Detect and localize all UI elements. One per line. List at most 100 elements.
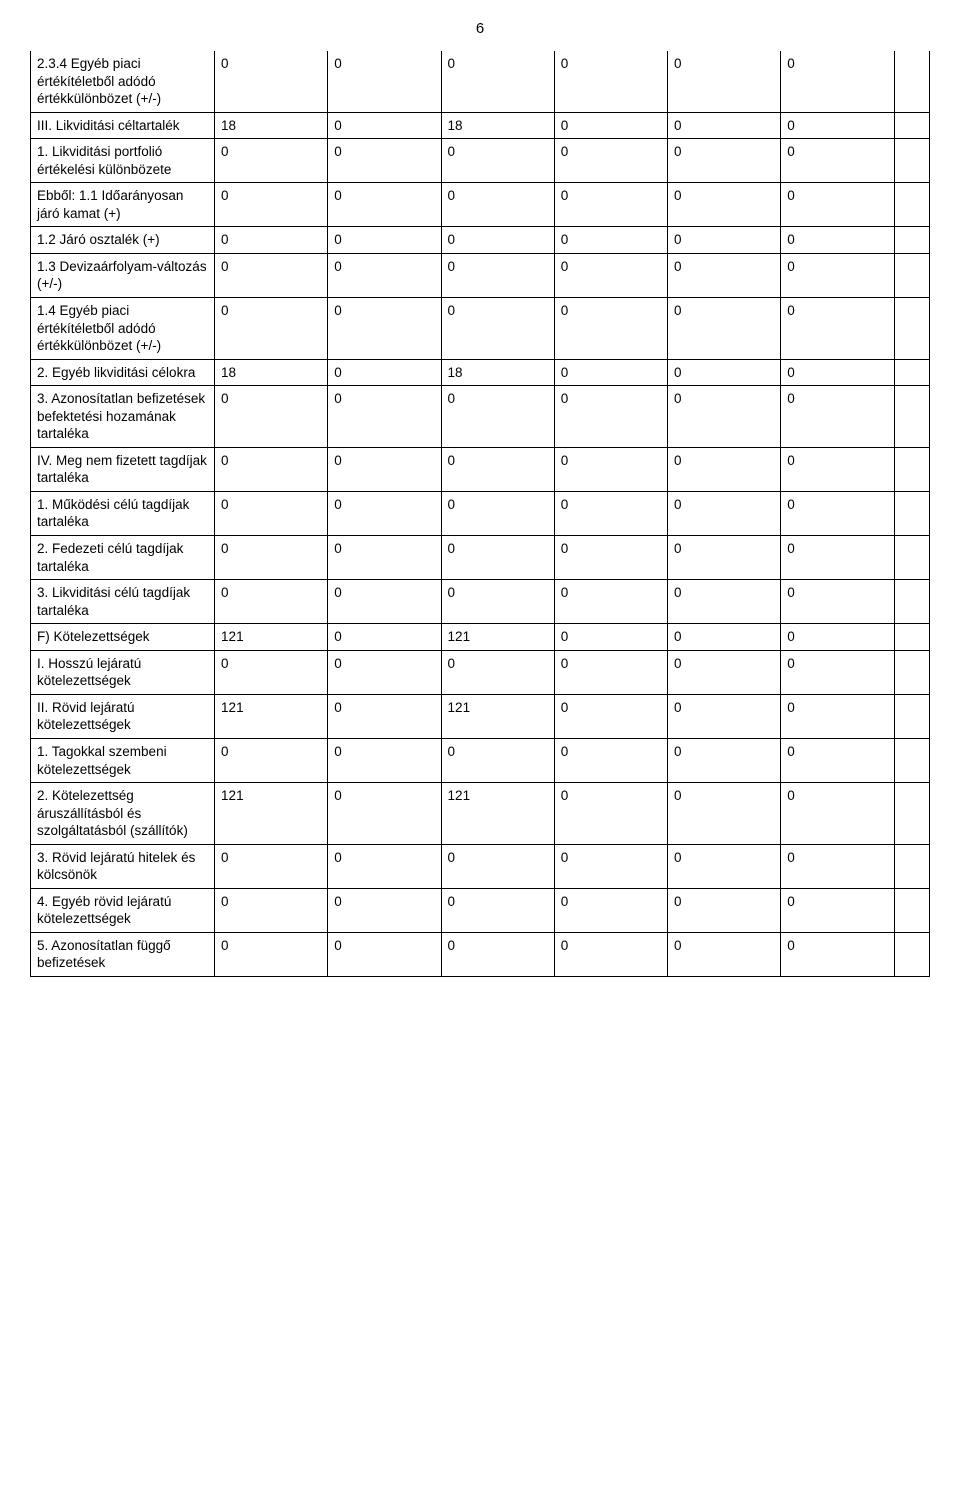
cell-value: 0 [215,888,328,932]
cell-value: 0 [554,783,667,845]
cell-value: 0 [554,359,667,386]
cell-empty [894,359,929,386]
cell-value: 0 [668,359,781,386]
cell-empty [894,183,929,227]
cell-empty [894,386,929,448]
cell-value: 0 [668,932,781,976]
cell-value: 0 [554,694,667,738]
cell-value: 0 [781,650,894,694]
table-row: 1. Tagokkal szembeni kötelezettségek0000… [31,738,930,782]
cell-empty [894,694,929,738]
cell-value: 0 [328,227,441,254]
cell-empty [894,491,929,535]
cell-empty [894,844,929,888]
cell-value: 0 [668,386,781,448]
cell-value: 0 [781,112,894,139]
table-row: 2. Egyéb likviditási célokra18018000 [31,359,930,386]
cell-value: 0 [215,139,328,183]
cell-value: 0 [215,51,328,112]
cell-value: 0 [215,650,328,694]
cell-value: 0 [328,139,441,183]
cell-value: 0 [668,738,781,782]
cell-value: 0 [215,227,328,254]
cell-value: 0 [781,580,894,624]
cell-value: 0 [668,844,781,888]
table-row: IV. Meg nem fizetett tagdíjak tartaléka0… [31,447,930,491]
row-label: III. Likviditási céltartalék [31,112,215,139]
cell-value: 0 [668,112,781,139]
cell-value: 0 [668,491,781,535]
cell-value: 0 [441,888,554,932]
cell-value: 0 [328,844,441,888]
cell-value: 121 [215,624,328,651]
cell-value: 0 [215,253,328,297]
cell-value: 0 [215,447,328,491]
row-label: 3. Azonosítatlan befizetések befektetési… [31,386,215,448]
row-label: 2. Fedezeti célú tagdíjak tartaléka [31,536,215,580]
table-row: I. Hosszú lejáratú kötelezettségek000000 [31,650,930,694]
table-row: 3. Likviditási célú tagdíjak tartaléka 0 0… [31,580,930,624]
cell-value: 0 [781,447,894,491]
cell-value: 0 [215,536,328,580]
cell-value: 0 [441,51,554,112]
table-row: 1. Likviditási portfolió értékelési külö… [31,139,930,183]
cell-value: 0 [441,227,554,254]
cell-value: 0 [554,51,667,112]
row-label: 1.2 Járó osztalék (+) [31,227,215,254]
row-label: 2. Egyéb likviditási célokra [31,359,215,386]
cell-value: 0 [781,253,894,297]
cell-value: 18 [215,359,328,386]
table-row: 2. Fedezeti célú tagdíjak tartaléka00000… [31,536,930,580]
cell-value: 0 [781,386,894,448]
row-label: 2. Kötelezettség áruszállításból és szol… [31,783,215,845]
row-label: 3. Likviditási célú tagdíjak tartaléka [31,580,215,624]
cell-empty [894,888,929,932]
cell-value: 0 [554,386,667,448]
cell-value: 0 [668,447,781,491]
table-row: 4. Egyéb rövid lejáratú kötelezettségek0… [31,888,930,932]
row-label: F) Kötelezettségek [31,624,215,651]
cell-empty [894,227,929,254]
table-row: 1.2 Járó osztalék (+)000000 [31,227,930,254]
cell-value: 0 [781,536,894,580]
cell-value: 0 [328,359,441,386]
cell-value: 0 [781,932,894,976]
cell-empty [894,139,929,183]
cell-value: 0 [441,580,554,624]
cell-value: 0 [668,183,781,227]
row-label: 2.3.4 Egyéb piaci értékítéletből adódó é… [31,51,215,112]
table-row: 1.3 Devizaárfolyam-változás (+/-)000000 [31,253,930,297]
cell-value: 0 [554,738,667,782]
cell-empty [894,447,929,491]
cell-empty [894,253,929,297]
cell-value: 0 [441,536,554,580]
table-row: 1.4 Egyéb piaci értékítéletből adódó ért… [31,298,930,360]
cell-value: 0 [215,386,328,448]
cell-value: 0 [781,491,894,535]
cell-empty [894,112,929,139]
cell-value: 0 [554,253,667,297]
table-row: III. Likviditási céltartalék18018000 [31,112,930,139]
table-row: Ebből: 1.1 Időarányosan járó kamat (+)00… [31,183,930,227]
cell-empty [894,51,929,112]
cell-value: 0 [554,844,667,888]
cell-value: 0 [554,932,667,976]
cell-value: 0 [328,183,441,227]
cell-value: 0 [668,536,781,580]
cell-value: 0 [554,139,667,183]
row-label: I. Hosszú lejáratú kötelezettségek [31,650,215,694]
cell-value: 0 [781,183,894,227]
cell-value: 0 [328,112,441,139]
cell-value: 0 [441,491,554,535]
cell-empty [894,650,929,694]
cell-value: 0 [668,227,781,254]
table-row: 3. Azonosítatlan befizetések befektetési… [31,386,930,448]
row-label: Ebből: 1.1 Időarányosan járó kamat (+) [31,183,215,227]
cell-value: 0 [328,650,441,694]
cell-value: 0 [328,624,441,651]
cell-value: 0 [328,536,441,580]
cell-value: 18 [441,112,554,139]
cell-value: 0 [328,738,441,782]
cell-value: 0 [781,738,894,782]
cell-value: 0 [215,738,328,782]
